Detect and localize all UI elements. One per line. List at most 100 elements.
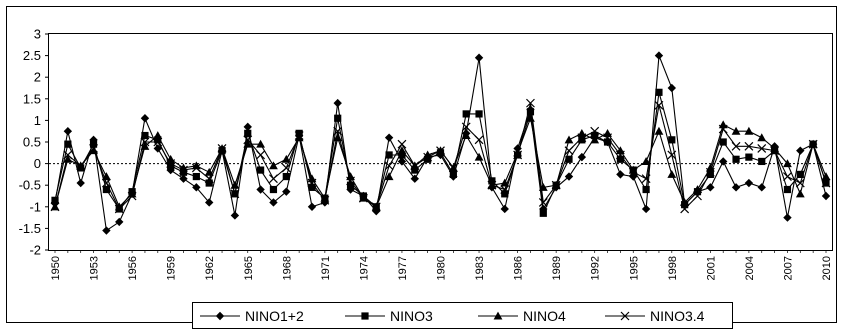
data-point-nino4 bbox=[127, 189, 137, 198]
data-point-nino4 bbox=[783, 159, 792, 168]
data-point-nino3-4 bbox=[217, 144, 227, 153]
data-point-nino4 bbox=[153, 131, 163, 140]
data-point-nino3 bbox=[475, 110, 483, 118]
data-point-nino4 bbox=[757, 133, 767, 142]
data-point-nino3 bbox=[282, 172, 290, 181]
data-point-nino3-4 bbox=[243, 135, 253, 145]
data-point-nino1-2 bbox=[192, 183, 201, 192]
data-point-nino3 bbox=[539, 209, 547, 217]
data-point-nino1-2 bbox=[76, 178, 85, 188]
data-point-nino4 bbox=[461, 131, 471, 140]
data-point-nino1-2 bbox=[115, 217, 124, 227]
data-point-nino3 bbox=[616, 155, 624, 163]
data-point-nino3-4 bbox=[114, 204, 124, 214]
data-point-nino3-4 bbox=[294, 131, 304, 140]
data-point-nino1-2 bbox=[397, 157, 407, 166]
data-point-nino3 bbox=[578, 136, 586, 144]
data-point-nino3-4 bbox=[783, 172, 792, 181]
x-tick-label: 1974 bbox=[358, 256, 370, 280]
data-point-nino3-4 bbox=[718, 124, 728, 134]
data-point-nino3-4 bbox=[500, 185, 510, 194]
data-point-nino3-4 bbox=[770, 146, 780, 156]
data-point-nino3-4 bbox=[705, 167, 715, 177]
data-point-nino3 bbox=[257, 166, 265, 174]
data-point-nino1-2 bbox=[500, 204, 509, 214]
data-point-nino1-2 bbox=[654, 51, 664, 60]
data-point-nino1-2 bbox=[89, 135, 98, 145]
x-tick-label: 2010 bbox=[821, 256, 833, 280]
x-axis: 1950 1953 1956 1959 1962 1965 1968 1971 1974 1977… bbox=[50, 250, 833, 280]
data-point-nino1-2 bbox=[410, 174, 419, 183]
data-point-nino3-4 bbox=[153, 137, 163, 147]
x-tick-label: 1959 bbox=[166, 256, 178, 280]
data-point-nino3 bbox=[179, 168, 188, 176]
data-point-nino3-4 bbox=[448, 163, 458, 173]
data-point-nino3-4 bbox=[320, 195, 330, 205]
y-tick-label: 2 bbox=[34, 70, 41, 85]
data-point-nino3-4 bbox=[76, 161, 86, 171]
data-point-nino3 bbox=[668, 136, 676, 144]
data-point-nino4 bbox=[384, 172, 394, 181]
x-tick-label: 1956 bbox=[127, 256, 139, 280]
data-point-nino3 bbox=[603, 138, 612, 146]
legend-label: NINO3.4 bbox=[650, 308, 705, 324]
series-layer bbox=[50, 51, 831, 235]
data-point-nino3 bbox=[449, 170, 457, 178]
y-tick-label: 0 bbox=[34, 156, 41, 171]
data-point-nino4 bbox=[744, 126, 754, 135]
y-tick-label: -0.5 bbox=[19, 178, 41, 193]
data-point-nino4 bbox=[513, 148, 522, 157]
data-point-nino3 bbox=[398, 151, 406, 159]
data-point-nino3 bbox=[706, 170, 714, 178]
data-point-nino1-2 bbox=[731, 183, 741, 192]
y-tick-label: 1.5 bbox=[23, 91, 41, 106]
data-point-nino3-4 bbox=[641, 174, 651, 184]
data-point-nino4 bbox=[795, 189, 805, 198]
data-point-nino4 bbox=[114, 202, 124, 211]
y-tick-label: 0.5 bbox=[23, 135, 41, 150]
data-point-nino3-4 bbox=[603, 133, 612, 143]
data-point-nino3-4 bbox=[204, 174, 214, 184]
data-point-nino1-2 bbox=[230, 211, 240, 220]
x-tick-label: 1962 bbox=[204, 256, 216, 280]
data-point-nino3-4 bbox=[795, 178, 805, 188]
data-point-nino3-4 bbox=[256, 150, 266, 160]
data-point-nino3 bbox=[51, 196, 59, 204]
x-tick-label: 1980 bbox=[436, 256, 448, 280]
data-point-nino4 bbox=[731, 126, 741, 135]
data-point-nino4 bbox=[281, 154, 291, 163]
data-point-nino1-2 bbox=[282, 187, 291, 196]
x-tick-label: 1971 bbox=[320, 256, 332, 280]
data-point-nino1-2 bbox=[63, 127, 73, 136]
data-point-nino3-4 bbox=[680, 204, 690, 214]
data-point-nino1-2 bbox=[243, 122, 252, 132]
legend-marker-nino1-2 bbox=[215, 311, 225, 321]
data-point-nino3 bbox=[167, 162, 175, 170]
data-point-nino3-4 bbox=[461, 122, 471, 132]
x-tick-label: 1992 bbox=[590, 256, 602, 280]
data-point-nino1-2 bbox=[821, 191, 831, 201]
data-point-nino3-4 bbox=[166, 159, 176, 169]
y-tick-label: 1 bbox=[34, 113, 41, 128]
data-point-nino3-4 bbox=[615, 150, 625, 160]
data-point-nino3-4 bbox=[50, 202, 60, 212]
data-point-nino3 bbox=[411, 166, 419, 174]
data-point-nino3-4 bbox=[667, 150, 677, 160]
data-point-nino3 bbox=[758, 157, 766, 166]
data-point-nino3 bbox=[732, 155, 740, 163]
data-point-nino3-4 bbox=[487, 180, 497, 190]
data-point-nino4 bbox=[140, 141, 150, 150]
data-point-nino4 bbox=[641, 157, 651, 165]
data-point-nino1-2 bbox=[757, 183, 766, 192]
data-point-nino3-4 bbox=[397, 139, 407, 149]
data-point-nino3-4 bbox=[590, 126, 600, 136]
data-point-nino3-4 bbox=[821, 178, 831, 188]
legend-item-nino1-2: NINO1+2 bbox=[200, 308, 304, 324]
data-point-nino4 bbox=[397, 146, 407, 155]
data-point-nino3-4 bbox=[410, 161, 420, 171]
data-point-nino3-4 bbox=[693, 191, 702, 201]
data-point-nino3-4 bbox=[551, 180, 561, 190]
x-tick-label: 1977 bbox=[397, 256, 409, 280]
data-point-nino3 bbox=[334, 114, 342, 122]
